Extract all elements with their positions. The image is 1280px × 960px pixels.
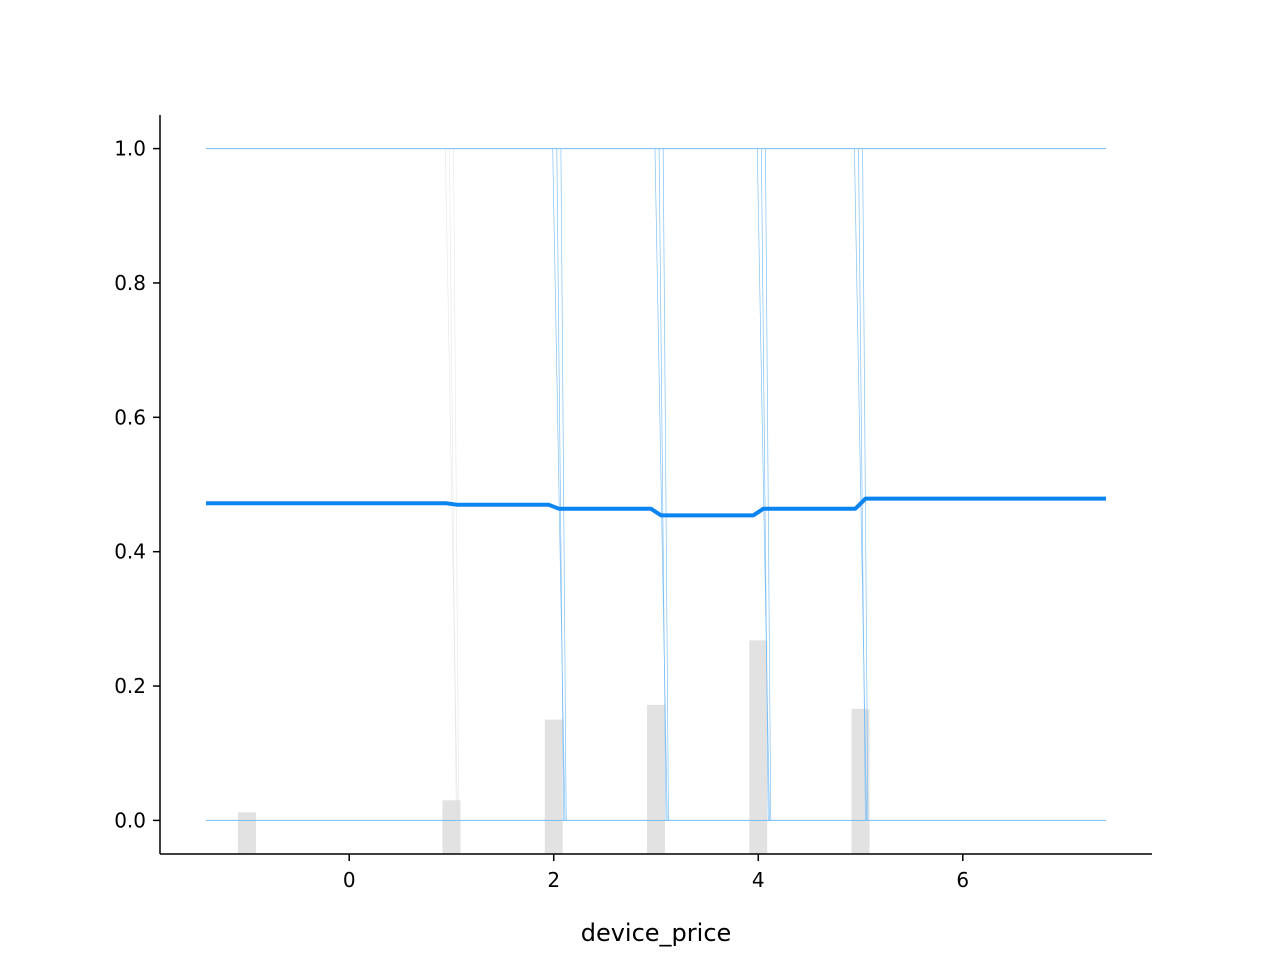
y-ticks: 0.0 0.2 0.4 0.6 0.8 1.0 xyxy=(114,137,160,832)
y-tick-label: 0.8 xyxy=(114,271,146,295)
histogram-bar xyxy=(237,812,256,854)
y-tick-label: 1.0 xyxy=(114,137,146,161)
x-tick-label: 6 xyxy=(956,868,969,892)
ice-transition-line xyxy=(453,148,460,821)
histogram-layer xyxy=(237,640,870,854)
ice-transition-line xyxy=(662,148,669,821)
histogram-bar xyxy=(749,640,768,854)
x-tick-label: 0 xyxy=(343,868,356,892)
histogram-bar xyxy=(442,800,461,854)
axes xyxy=(159,115,1152,855)
histogram-bar xyxy=(851,708,870,854)
ice-transition-line xyxy=(658,148,667,821)
histogram-bar xyxy=(647,704,665,854)
y-tick-label: 0.6 xyxy=(114,405,146,429)
x-tick-label: 4 xyxy=(752,868,765,892)
ice-lines-layer xyxy=(206,148,1106,821)
average-pdp-line xyxy=(206,496,1106,518)
ice-transition-line xyxy=(765,148,772,821)
ice-transition-line xyxy=(449,148,457,821)
y-tick-label: 0.0 xyxy=(114,808,146,832)
average-line-layer xyxy=(206,496,1106,518)
x-ticks: 0 2 4 6 xyxy=(343,854,969,892)
ice-transition-line xyxy=(444,148,458,821)
ice-transition-line xyxy=(858,148,866,821)
y-tick-label: 0.2 xyxy=(114,674,146,698)
y-tick-label: 0.4 xyxy=(114,540,146,564)
x-axis-label: device_price xyxy=(581,919,732,947)
histogram-bar xyxy=(544,719,563,854)
ice-transition-line xyxy=(862,148,869,821)
ice-transition-line xyxy=(760,148,769,821)
x-tick-label: 2 xyxy=(547,868,560,892)
ice-transition-line xyxy=(556,148,565,821)
ice-transition-line xyxy=(560,148,567,821)
